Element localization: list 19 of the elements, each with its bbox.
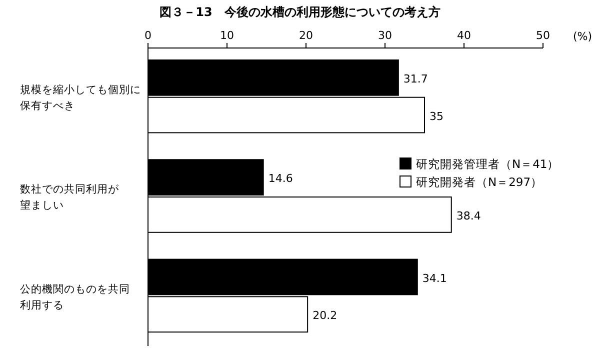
x-tick-label: 40 bbox=[457, 29, 471, 42]
data-label: 20.2 bbox=[312, 309, 338, 322]
y-tick-label: 規模を縮小しても個別に保有すべき bbox=[20, 83, 141, 112]
x-tick-label: 30 bbox=[378, 29, 392, 42]
y-tick-label: 数社での共同利用が望ましい bbox=[20, 182, 120, 212]
chart-title: 図３－13 今後の水槽の利用形態についての考え方 bbox=[160, 5, 440, 19]
x-tick-label: 20 bbox=[299, 29, 313, 42]
data-label: 35 bbox=[430, 110, 444, 123]
data-label: 34.1 bbox=[422, 272, 447, 285]
y-tick-label: 公的機関のものを共同利用する bbox=[20, 282, 130, 312]
legend-label: 研究開発者（N＝297） bbox=[416, 175, 543, 190]
legend-label: 研究開発管理者（N＝41） bbox=[416, 157, 560, 172]
data-label: 38.4 bbox=[456, 210, 481, 223]
x-tick-label: 50 bbox=[536, 29, 550, 42]
x-tick-label: 10 bbox=[220, 29, 234, 42]
x-tick-label: 0 bbox=[144, 29, 152, 42]
data-label: 31.7 bbox=[403, 72, 428, 86]
x-axis-title: (%) bbox=[572, 30, 592, 43]
data-label: 14.6 bbox=[268, 172, 293, 186]
